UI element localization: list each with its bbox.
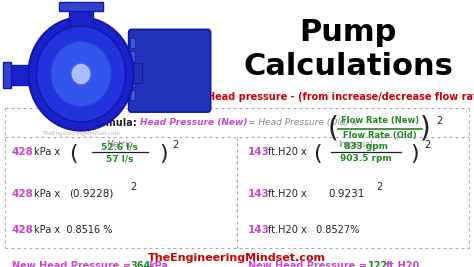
Bar: [59, 2, 103, 11]
Text: ): ): [410, 144, 419, 164]
Bar: [129, 77, 135, 87]
Text: kPa: kPa: [148, 261, 168, 267]
Text: 2: 2: [376, 182, 382, 192]
Bar: [129, 51, 135, 61]
Text: 903.5 rpm: 903.5 rpm: [340, 154, 392, 163]
Circle shape: [28, 17, 134, 131]
Text: Flow Rate (New): Flow Rate (New): [341, 116, 419, 125]
Text: 143: 143: [248, 189, 270, 199]
Text: 2: 2: [436, 116, 442, 126]
Text: (0.9228): (0.9228): [69, 189, 113, 199]
Text: kPa x  0.8516 %: kPa x 0.8516 %: [34, 225, 112, 235]
Bar: [5, 65, 40, 85]
Text: ft.H20 x: ft.H20 x: [268, 189, 307, 199]
Text: New Head Pressure =: New Head Pressure =: [12, 261, 134, 267]
Bar: [129, 38, 135, 48]
FancyBboxPatch shape: [128, 29, 210, 112]
Text: 428: 428: [12, 225, 34, 235]
Text: 428: 428: [12, 189, 34, 199]
Text: ): ): [419, 114, 430, 142]
Text: 833 gpm: 833 gpm: [344, 142, 388, 151]
Text: 52.6 l/s: 52.6 l/s: [101, 142, 138, 151]
Text: 364: 364: [130, 261, 150, 267]
Circle shape: [71, 63, 91, 85]
Text: Pump: Pump: [299, 18, 397, 47]
Bar: [132, 63, 142, 83]
Text: (: (: [313, 144, 322, 164]
Text: 0.9231: 0.9231: [328, 189, 365, 199]
Text: ft.H20 x: ft.H20 x: [268, 147, 307, 157]
Text: 2: 2: [172, 140, 178, 150]
Text: 143: 143: [248, 147, 270, 157]
Bar: [129, 90, 135, 100]
Text: = Head Pressure (Old) x: = Head Pressure (Old) x: [248, 118, 357, 127]
Text: 2: 2: [130, 182, 136, 192]
Text: New Head Pressure =: New Head Pressure =: [248, 261, 370, 267]
Text: Flow Rate (Old): Flow Rate (Old): [343, 131, 417, 140]
Text: Formula:: Formula:: [88, 118, 137, 128]
Text: Imperial: Imperial: [337, 140, 372, 149]
Text: 122: 122: [368, 261, 388, 267]
Bar: [69, 5, 93, 33]
Circle shape: [51, 41, 111, 107]
Text: Metric: Metric: [106, 140, 132, 149]
Text: (: (: [69, 144, 78, 164]
Text: ft.H20: ft.H20: [386, 261, 420, 267]
Bar: [3, 62, 11, 88]
Text: kPa x: kPa x: [34, 147, 60, 157]
Text: Head Pressure (New): Head Pressure (New): [140, 118, 247, 127]
Bar: [129, 64, 135, 74]
Text: 2: 2: [424, 140, 430, 150]
Text: Head pressure - (from increase/decrease flow rate): Head pressure - (from increase/decrease …: [207, 92, 474, 102]
Text: ): ): [159, 144, 168, 164]
Text: TheEngineeringMindset.com: TheEngineeringMindset.com: [42, 131, 120, 136]
Text: kPa x: kPa x: [34, 189, 60, 199]
Text: 143: 143: [248, 225, 270, 235]
Circle shape: [36, 26, 126, 122]
Text: 428: 428: [12, 147, 34, 157]
Text: TheEngineeringMindset.com: TheEngineeringMindset.com: [148, 253, 326, 263]
Text: (: (: [328, 114, 338, 142]
Text: ft.H20 x   0.8527%: ft.H20 x 0.8527%: [268, 225, 359, 235]
Text: 57 l/s: 57 l/s: [106, 154, 134, 163]
Text: Calculations: Calculations: [243, 52, 453, 81]
